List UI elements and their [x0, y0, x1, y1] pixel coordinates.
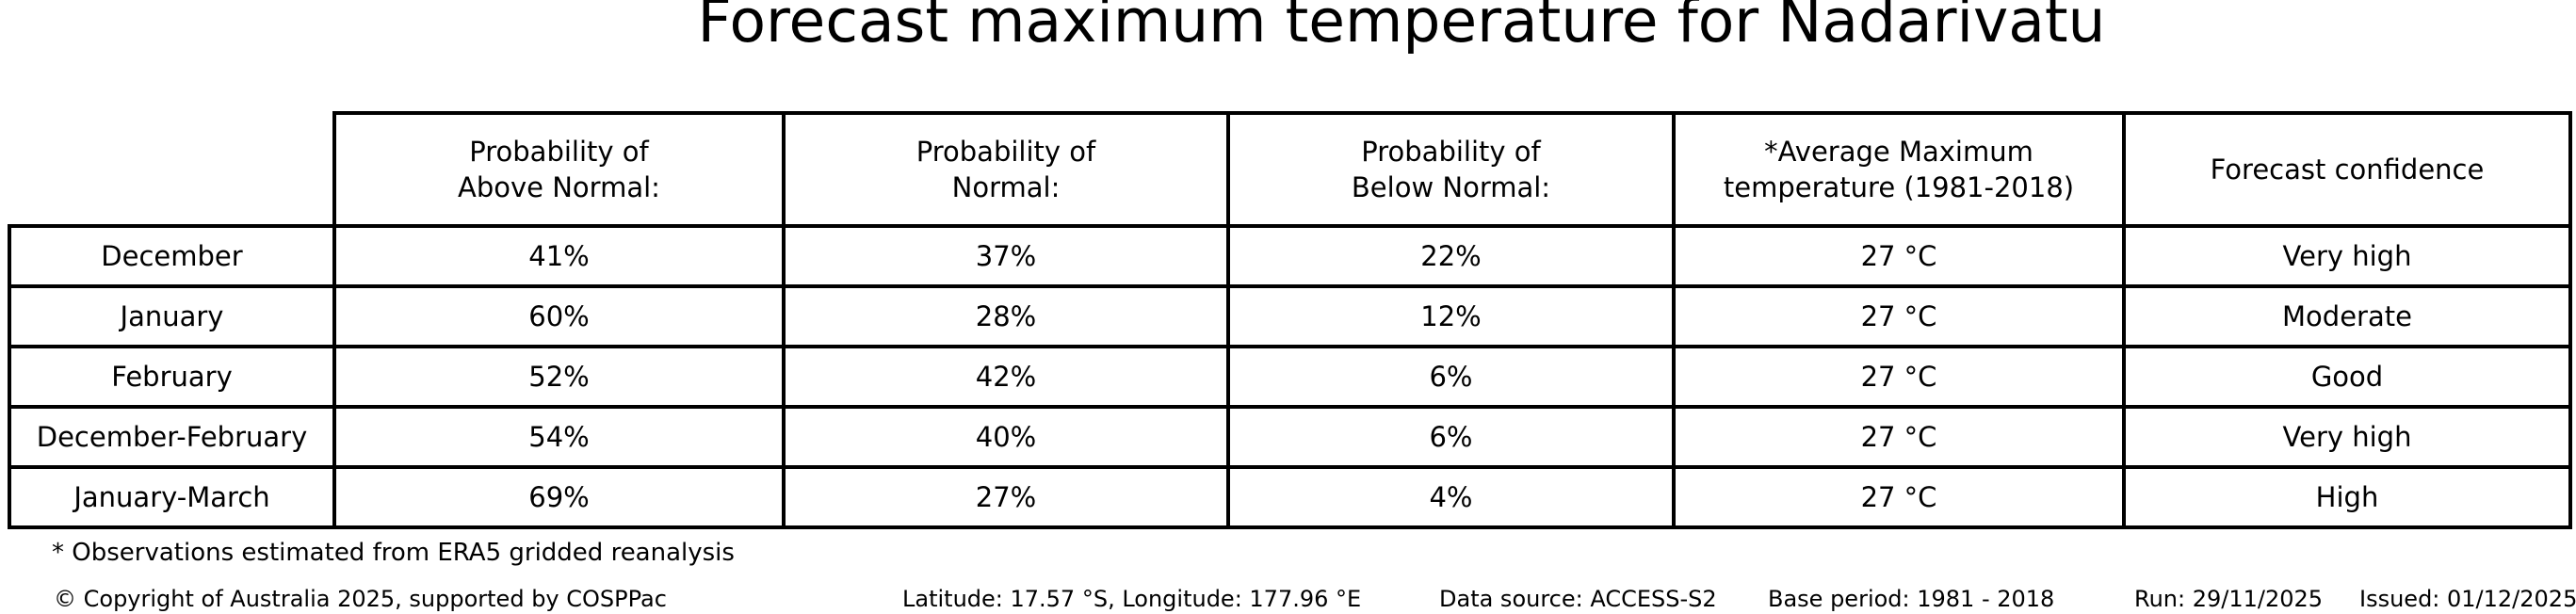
- cell-below-normal: 22%: [1226, 224, 1676, 288]
- header-above-normal: Probability of Above Normal:: [332, 111, 786, 228]
- cell-normal: 37%: [782, 224, 1230, 288]
- cell-above-normal: 41%: [332, 224, 786, 288]
- footnote: * Observations estimated from ERA5 gridd…: [52, 539, 735, 567]
- header-normal: Probability of Normal:: [782, 111, 1230, 228]
- cell-below-normal: 4%: [1226, 465, 1676, 529]
- cell-forecast-confidence: Very high: [2122, 405, 2572, 469]
- cell-normal: 27%: [782, 465, 1230, 529]
- cell-below-normal: 12%: [1226, 284, 1676, 348]
- base-period-text: Base period: 1981 - 2018: [1768, 586, 2055, 612]
- header-line: Forecast confidence: [2210, 154, 2485, 186]
- run-date-text: Run: 29/11/2025: [2134, 586, 2324, 612]
- cell-average-max-temperature: 27 °C: [1672, 465, 2126, 529]
- header-line: Probability of: [469, 136, 649, 168]
- table-row-december-february: December-February 54% 40% 6% 27 °C Very …: [8, 405, 2572, 469]
- header-line: *Average Maximum: [1764, 136, 2033, 168]
- row-label: January-March: [8, 465, 336, 529]
- row-label: February: [8, 345, 336, 409]
- table-row-february: February 52% 42% 6% 27 °C Good: [8, 345, 2572, 409]
- cell-average-max-temperature: 27 °C: [1672, 345, 2126, 409]
- header-average-max-temperature: *Average Maximum temperature (1981-2018): [1672, 111, 2126, 228]
- table-row-december: December 41% 37% 22% 27 °C Very high: [8, 224, 2572, 288]
- cell-normal: 28%: [782, 284, 1230, 348]
- cell-average-max-temperature: 27 °C: [1672, 284, 2126, 348]
- cell-normal: 40%: [782, 405, 1230, 469]
- header-forecast-confidence: Forecast confidence: [2122, 111, 2572, 228]
- row-label: December-February: [8, 405, 336, 469]
- cell-below-normal: 6%: [1226, 405, 1676, 469]
- header-line: Probability of: [915, 136, 1096, 168]
- cell-forecast-confidence: High: [2122, 465, 2572, 529]
- page-title: Forecast maximum temperature for Nadariv…: [697, 0, 2106, 56]
- issued-date-text: Issued: 01/12/2025: [2359, 586, 2576, 612]
- header-line: Below Normal:: [1351, 171, 1551, 203]
- cell-normal: 42%: [782, 345, 1230, 409]
- cell-average-max-temperature: 27 °C: [1672, 405, 2126, 469]
- table-row-january-march: January-March 69% 27% 4% 27 °C High: [8, 465, 2572, 529]
- cell-above-normal: 60%: [332, 284, 786, 348]
- header-line: Probability of: [1361, 136, 1541, 168]
- table-row-january: January 60% 28% 12% 27 °C Moderate: [8, 284, 2572, 348]
- cell-above-normal: 52%: [332, 345, 786, 409]
- cell-above-normal: 69%: [332, 465, 786, 529]
- cell-average-max-temperature: 27 °C: [1672, 224, 2126, 288]
- copyright-text: © Copyright of Australia 2025, supported…: [54, 586, 667, 612]
- cell-forecast-confidence: Moderate: [2122, 284, 2572, 348]
- header-line: Above Normal:: [458, 171, 660, 203]
- cell-above-normal: 54%: [332, 405, 786, 469]
- header-line: Normal:: [951, 171, 1061, 203]
- cell-forecast-confidence: Very high: [2122, 224, 2572, 288]
- data-source-text: Data source: ACCESS-S2: [1439, 586, 1717, 612]
- cell-below-normal: 6%: [1226, 345, 1676, 409]
- row-label: January: [8, 284, 336, 348]
- table-header-row: Probability of Above Normal: Probability…: [9, 111, 2572, 228]
- corner-cell: [9, 113, 334, 226]
- header-below-normal: Probability of Below Normal:: [1226, 111, 1676, 228]
- cell-forecast-confidence: Good: [2122, 345, 2572, 409]
- header-line: temperature (1981-2018): [1723, 171, 2075, 203]
- coordinates-text: Latitude: 17.57 °S, Longitude: 177.96 °E: [902, 586, 1362, 612]
- forecast-table: Probability of Above Normal: Probability…: [8, 111, 2572, 529]
- row-label: December: [8, 224, 336, 288]
